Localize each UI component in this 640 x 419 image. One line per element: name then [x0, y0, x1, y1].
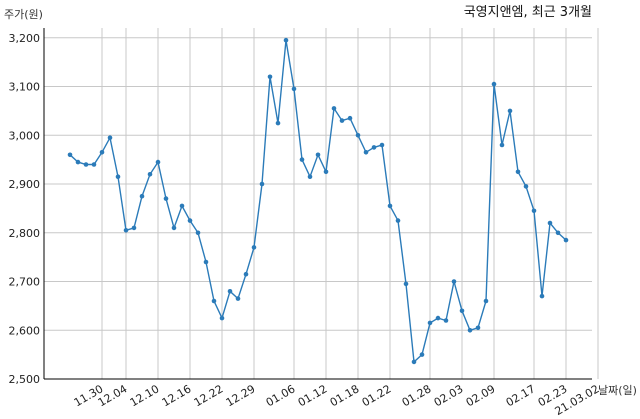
y-tick-label: 2,900: [9, 178, 41, 191]
y-axis-label: 주가(원): [4, 8, 43, 21]
x-tick-label: 02.09: [464, 382, 498, 409]
data-point: [195, 230, 201, 236]
data-point: [307, 174, 313, 179]
plot-frame: [43, 28, 592, 380]
data-point: [467, 328, 473, 333]
data-point: [395, 218, 401, 223]
y-tick-label: 3,000: [9, 129, 41, 142]
y-tick-label: 3,200: [9, 32, 41, 45]
data-point: [363, 150, 369, 155]
data-point: [355, 133, 361, 138]
data-point: [531, 208, 537, 214]
data-point: [243, 271, 249, 277]
data-point: [275, 120, 281, 126]
data-point: [563, 237, 569, 243]
data-point: [283, 37, 289, 43]
data-point: [539, 293, 545, 299]
data-point: [371, 145, 377, 150]
data-point: [171, 225, 177, 231]
y-axis-ticks: 2,500 2,600 2,700 2,800 2,900 3,000 3,100 3,200: [9, 32, 41, 386]
data-point: [291, 86, 297, 92]
data-point: [507, 108, 513, 114]
data-point: [67, 152, 73, 158]
data-point: [227, 289, 233, 294]
data-point: [83, 162, 89, 167]
x-tick-label: 02.03: [432, 382, 466, 409]
x-tick-label: 01.06: [264, 382, 298, 409]
y-tick-label: 2,800: [9, 227, 41, 240]
y-tick-label: 2,700: [9, 276, 41, 289]
data-point: [499, 142, 505, 148]
data-point: [411, 359, 417, 365]
data-point: [435, 315, 441, 321]
data-point: [451, 279, 457, 284]
data-point: [299, 157, 305, 162]
x-tick-label: 02.17: [504, 382, 538, 409]
data-point: [491, 81, 497, 87]
data-point: [219, 315, 225, 321]
data-point: [443, 318, 449, 323]
data-point: [347, 115, 353, 121]
data-point: [555, 230, 561, 236]
data-point: [419, 352, 425, 357]
data-point: [323, 169, 329, 175]
data-point: [147, 172, 153, 177]
data-point: [315, 152, 321, 158]
data-point: [483, 298, 489, 304]
data-point: [139, 193, 145, 199]
data-point: [379, 142, 385, 148]
series-layer: [67, 37, 569, 365]
data-point: [475, 325, 481, 331]
data-point: [115, 174, 121, 179]
data-point: [235, 296, 241, 301]
data-point: [523, 184, 529, 189]
x-tick-label: 01.22: [360, 382, 394, 409]
data-point: [459, 308, 465, 314]
data-point: [99, 150, 105, 155]
x-tick-label: 01.28: [400, 382, 434, 409]
data-point: [251, 245, 257, 250]
data-point: [155, 159, 161, 165]
data-point: [403, 281, 409, 287]
data-point: [387, 203, 393, 209]
x-tick-label: 12.16: [160, 382, 194, 409]
data-point: [203, 259, 209, 265]
x-tick-label: 12.10: [128, 382, 162, 409]
data-point: [163, 196, 169, 201]
data-point: [427, 320, 433, 326]
x-tick-label: 01.12: [296, 382, 330, 409]
y-tick-label: 2,500: [9, 373, 41, 386]
data-point: [267, 74, 273, 80]
data-point: [107, 135, 113, 140]
data-point: [75, 159, 81, 165]
data-point: [331, 106, 337, 111]
data-point: [211, 298, 217, 304]
data-point: [515, 169, 521, 175]
data-point: [179, 203, 185, 209]
data-point: [131, 225, 137, 231]
data-point: [547, 220, 553, 226]
data-point: [259, 181, 265, 187]
x-tick-label: 12.29: [224, 382, 258, 409]
data-point: [339, 118, 345, 123]
y-tick-label: 2,600: [9, 324, 41, 337]
chart-title: 국영지앤엠, 최근 3개월: [464, 5, 592, 20]
price-line: [69, 40, 567, 364]
data-point: [123, 228, 129, 233]
data-point: [91, 162, 97, 167]
x-tick-label: 01.18: [328, 382, 362, 409]
grid-lines: [44, 28, 599, 380]
y-tick-label: 3,100: [9, 81, 41, 94]
x-tick-label: 12.22: [192, 382, 226, 409]
data-point: [187, 218, 193, 223]
x-axis-label: 날짜(일): [598, 383, 637, 397]
